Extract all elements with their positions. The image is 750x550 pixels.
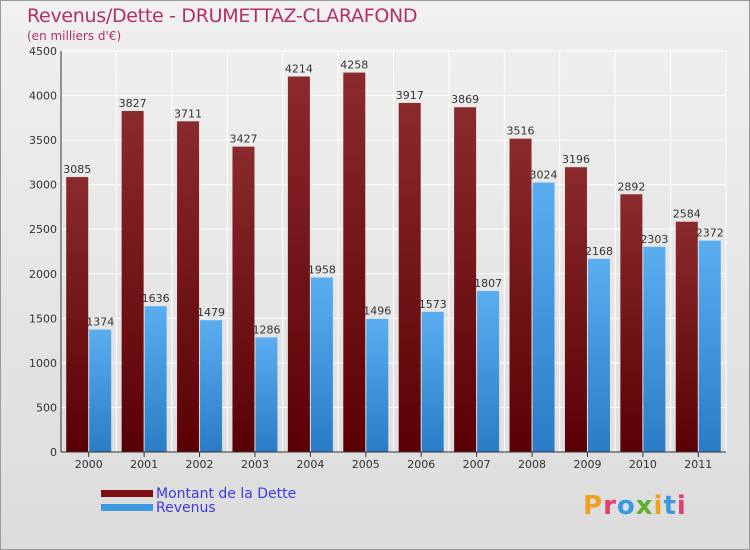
data-label-dette: 2584: [673, 208, 701, 221]
x-tick-label: 2011: [684, 458, 712, 471]
bar-dette: [564, 167, 587, 453]
x-tick-label: 2005: [352, 458, 380, 471]
x-tick-label: 2002: [186, 458, 214, 471]
chart-subtitle: (en milliers d'€): [27, 29, 122, 43]
data-label-revenus: 2372: [696, 227, 724, 240]
y-tick-label: 1000: [29, 357, 57, 370]
data-label-dette: 4214: [285, 62, 313, 75]
bar-dette: [398, 102, 421, 452]
bar-revenus: [532, 182, 555, 452]
y-tick-label: 4000: [29, 90, 57, 103]
data-label-dette: 3516: [507, 125, 535, 138]
legend-label-revenus: Revenus: [156, 500, 216, 516]
y-tick-label: 3000: [29, 179, 57, 192]
bar-revenus: [587, 258, 610, 452]
y-tick-label: 0: [50, 446, 57, 459]
bar-revenus: [643, 246, 666, 452]
bar-revenus: [477, 290, 500, 452]
data-label-revenus: 1286: [252, 323, 280, 336]
x-tick-label: 2010: [629, 458, 657, 471]
bar-revenus: [366, 318, 389, 452]
bar-dette: [620, 194, 643, 453]
data-label-dette: 3711: [174, 107, 202, 120]
bar-dette: [343, 72, 366, 453]
bar-dette: [454, 107, 477, 452]
x-tick-label: 2009: [573, 458, 601, 471]
bar-revenus: [255, 337, 278, 452]
bar-dette: [121, 110, 144, 453]
y-tick-label: 2000: [29, 268, 57, 281]
data-label-dette: 3085: [63, 163, 91, 176]
bar-dette: [66, 177, 89, 452]
y-tick-label: 2500: [29, 223, 57, 236]
legend-label-dette: Montant de la Dette: [156, 486, 297, 502]
bar-revenus: [698, 240, 721, 452]
brand-logo: Proxiti: [583, 491, 687, 521]
data-label-revenus: 1496: [363, 305, 391, 318]
bar-dette: [177, 121, 200, 453]
x-tick-label: 2000: [75, 458, 103, 471]
data-label-revenus: 3024: [530, 169, 558, 182]
data-label-revenus: 1807: [474, 277, 502, 290]
data-label-dette: 3869: [451, 93, 479, 106]
data-label-revenus: 1636: [142, 292, 170, 305]
y-tick-label: 1500: [29, 312, 57, 325]
bar-dette: [287, 76, 310, 452]
data-label-dette: 2892: [617, 180, 645, 193]
legend-swatch-dette: [101, 490, 153, 497]
x-tick-label: 2004: [296, 458, 324, 471]
x-tick-label: 2001: [130, 458, 158, 471]
legend-swatch-revenus: [101, 504, 153, 511]
data-label-revenus: 1479: [197, 306, 225, 319]
data-label-dette: 3827: [119, 97, 147, 110]
data-label-revenus: 1958: [308, 264, 336, 277]
x-tick-label: 2007: [463, 458, 491, 471]
bar-revenus: [421, 311, 444, 452]
data-label-revenus: 2303: [640, 233, 668, 246]
bar-revenus: [144, 306, 167, 452]
bar-dette: [509, 138, 532, 452]
bar-revenus: [89, 329, 112, 452]
plot-area: 3085 1374 3827 1636 3711 1479 3427 1286 4214 1958…: [29, 45, 727, 471]
bar-revenus: [200, 320, 223, 452]
x-tick-label: 2008: [518, 458, 546, 471]
x-tick-label: 2003: [241, 458, 269, 471]
data-label-dette: 3427: [229, 133, 257, 146]
bar-dette: [675, 221, 698, 452]
y-tick-label: 4500: [29, 45, 57, 58]
bar-dette: [232, 146, 255, 453]
data-label-dette: 3196: [562, 153, 590, 166]
chart-title: Revenus/Dette - DRUMETTAZ-CLARAFOND: [27, 5, 418, 27]
y-tick-label: 3500: [29, 134, 57, 147]
data-label-revenus: 1573: [419, 298, 447, 311]
data-label-dette: 3917: [396, 89, 424, 102]
data-label-revenus: 2168: [585, 245, 613, 258]
data-label-revenus: 1374: [86, 316, 114, 329]
bar-revenus: [310, 277, 333, 452]
data-label-dette: 4258: [340, 59, 368, 72]
x-tick-label: 2006: [407, 458, 435, 471]
y-tick-label: 500: [36, 401, 57, 414]
